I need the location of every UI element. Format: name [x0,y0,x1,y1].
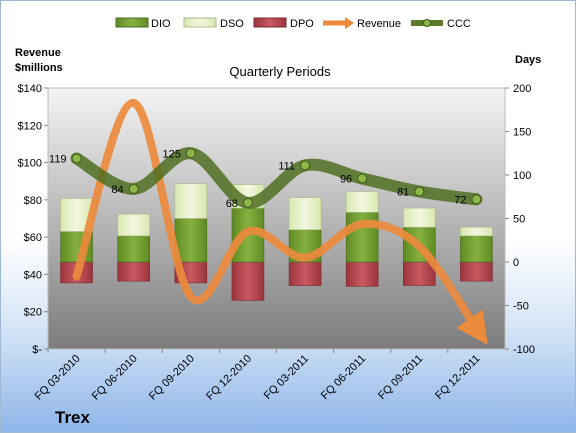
right-axis: -100 -50 0 50 100 150 200 [505,83,535,356]
legend-item-ccc: CCC [411,18,471,30]
left-tick-label: $40 [24,269,42,281]
ccc-point [71,153,82,164]
x-tick-label: FQ 09-2010 [147,353,197,403]
revenue-line [72,98,488,345]
x-tick-label: FQ 06-2011 [319,353,368,402]
x-tick-label: FQ 03-2011 [262,353,311,402]
left-axis-label-line-1: Revenue [15,47,61,59]
dpo-bar [117,261,150,282]
right-tick-label: 100 [513,170,531,182]
left-axis: $- $20 $40 $60 $80 $100 $120 $140 [18,83,48,356]
x-tick-label: FQ 06-2010 [90,353,140,403]
left-tick-label: $140 [18,83,42,95]
legend-item-dio: DIO [115,17,171,30]
ccc-data-label: 119 [49,153,67,165]
left-tick-label: $20 [24,307,42,319]
left-tick-label: $- [32,344,42,356]
left-tick-label: $100 [18,158,42,170]
left-tick-label: $80 [24,195,42,207]
x-tick-label: FQ 12-2010 [204,353,254,403]
legend-marker-ccc [423,19,431,27]
ccc-data-label: 96 [340,173,352,185]
dso-bar [174,183,208,219]
right-axis-label: Days [515,54,541,66]
x-tick-label: FQ 09-2011 [376,353,425,402]
ccc-data-label: 72 [454,194,466,206]
dio-bar [117,235,150,263]
x-axis: FQ 03-2010 FQ 06-2010 FQ 09-2010 FQ 12-2010… [33,349,483,403]
dso-bar [403,207,436,228]
ccc-point [300,160,311,171]
right-tick-label: -100 [513,344,535,356]
legend-swatch-dio [115,17,149,28]
dio-bar [345,212,379,263]
ccc-point [128,183,139,194]
dso-bar [345,191,379,213]
right-tick-label: 150 [513,127,531,139]
legend-item-dso: DSO [183,17,244,30]
legend-item-dpo: DPO [253,17,314,30]
revenue-series [72,98,488,345]
chart-title: Quarterly Periods [229,64,331,79]
legend-swatch-dso [183,17,217,28]
right-tick-label: 0 [513,257,519,269]
dpo-bar [460,261,493,282]
bar-series [60,183,493,301]
dso-bar [117,213,150,237]
x-tick-label: FQ 03-2010 [33,353,83,403]
legend-swatch-dpo [253,17,287,28]
ccc-point [471,194,482,205]
ccc-point [185,148,196,159]
dio-bar [174,218,208,263]
legend-label-dso: DSO [220,18,244,30]
ccc-point [242,197,253,208]
dso-bar [288,197,322,231]
legend: DIO DSO DPO Revenue CCC [115,17,471,30]
ccc-series: 119 84 125 68 111 96 81 72 [49,147,483,210]
dpo-bar [231,261,265,301]
company-name: Trex [55,408,91,427]
dpo-bar [288,261,322,286]
left-axis-label-line-2: $millions [15,62,63,74]
dso-bar [460,226,493,237]
left-tick-label: $60 [24,232,42,244]
ccc-point [414,186,425,197]
ccc-data-label: 68 [226,198,238,210]
ccc-data-label: 111 [278,160,295,172]
legend-label-revenue: Revenue [357,18,401,30]
ccc-data-label: 84 [111,184,123,196]
left-tick-label: $120 [18,120,42,132]
ccc-point [357,173,368,184]
dio-bar [460,235,493,263]
right-tick-label: 200 [513,83,531,95]
dpo-bar [345,261,379,287]
right-tick-label: 50 [513,214,525,226]
legend-arrow-icon [345,17,354,29]
right-tick-label: -50 [513,301,529,313]
legend-label-dpo: DPO [290,18,314,30]
legend-label-ccc: CCC [447,18,471,30]
legend-item-revenue: Revenue [323,17,401,30]
x-tick-label: FQ 12-2011 [433,353,482,402]
legend-label-dio: DIO [151,18,171,30]
ccc-data-label: 81 [397,187,409,199]
ccc-data-label: 125 [162,148,180,160]
